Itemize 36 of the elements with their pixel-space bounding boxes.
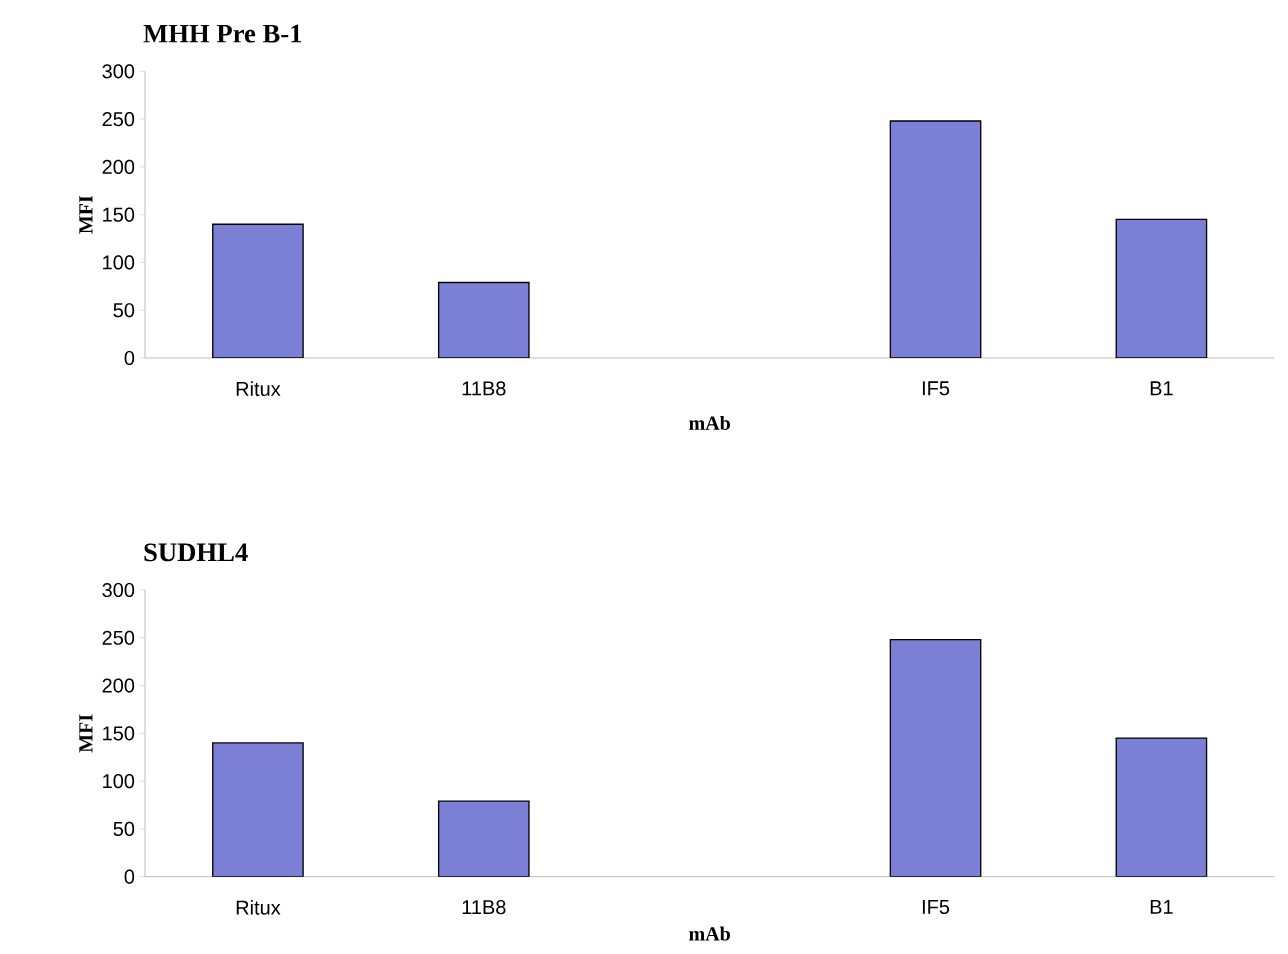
y-tick-label: 100 <box>103 774 135 789</box>
bar <box>437 800 530 877</box>
bar <box>889 639 982 877</box>
y-tick-label: 250 <box>102 112 135 127</box>
y-tick-label: 0 <box>124 869 135 884</box>
y-tick-label: 100 <box>103 255 135 270</box>
bar <box>889 120 982 358</box>
y-tick-label: 50 <box>113 303 135 318</box>
y-tick-label: 150 <box>103 726 135 741</box>
y-tick-label: 200 <box>102 678 135 693</box>
y-tick-label: 0 <box>124 350 135 366</box>
x-tick-label: B1 <box>1150 381 1173 396</box>
y-tick-label: 250 <box>102 630 135 645</box>
x-tick-label: IF5 <box>922 381 950 396</box>
x-tick-label: IF5 <box>922 900 950 914</box>
bar <box>212 223 304 358</box>
bar <box>212 742 304 877</box>
y-tick-label: 50 <box>113 821 135 836</box>
x-tick-label: Ritux <box>236 900 281 915</box>
x-axis-title: mAb <box>689 926 730 941</box>
y-tick-label: 200 <box>102 159 135 174</box>
y-tick-label: 300 <box>102 64 135 79</box>
bar <box>1115 218 1208 358</box>
x-axis-title: mAb <box>689 415 730 430</box>
x-tick-label: B1 <box>1150 900 1173 914</box>
x-tick-label: Ritux <box>236 381 281 397</box>
chart-title: MHH Pre B-1 <box>143 24 302 43</box>
x-tick-label: 11B8 <box>462 900 506 915</box>
bar <box>1115 737 1208 877</box>
y-tick-label: 150 <box>103 207 135 222</box>
y-axis-title: MFI <box>79 195 93 234</box>
chart-title: SUDHL4 <box>144 543 248 562</box>
y-tick-label: 300 <box>102 582 135 598</box>
y-axis-title: MFI <box>79 714 93 753</box>
x-tick-label: 11B8 <box>462 381 506 396</box>
bar <box>437 281 530 358</box>
